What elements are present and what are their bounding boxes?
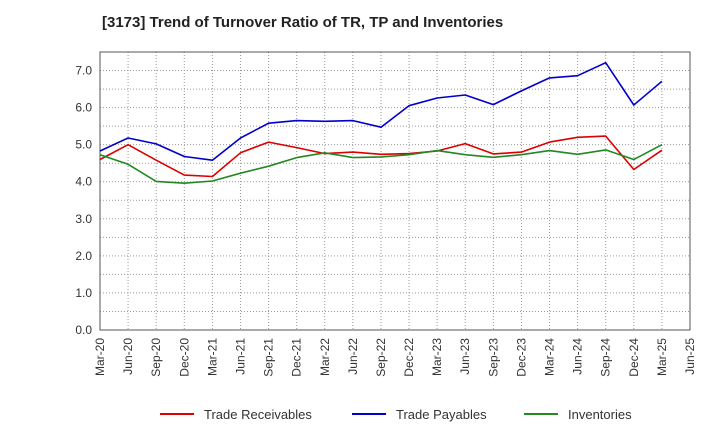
legend-label-inventories: Inventories — [568, 407, 632, 422]
x-tick-label: Sep-24 — [599, 338, 613, 377]
x-tick-label: Sep-22 — [374, 338, 388, 377]
y-tick-label: 4.0 — [75, 175, 92, 189]
x-tick-label: Mar-25 — [655, 338, 669, 376]
x-tick-label: Mar-23 — [430, 338, 444, 376]
x-tick-label: Jun-20 — [121, 338, 135, 375]
x-tick-label: Dec-20 — [177, 338, 191, 377]
axis-layer: 0.0 1.0 2.0 3.0 4.0 5.0 6.0 7.0 Mar-20 Jun-20 Sep-… — [75, 51, 697, 377]
legend: Trade Receivables Trade Payables Inventori… — [160, 407, 632, 422]
x-tick-label: Dec-21 — [290, 338, 304, 377]
x-tick-label: Dec-23 — [514, 338, 528, 377]
x-tick-label: Mar-22 — [318, 338, 332, 376]
x-tick-label: Mar-21 — [205, 338, 219, 376]
x-tick-label: Jun-21 — [233, 338, 247, 375]
grid-layer — [99, 51, 691, 331]
series-line-trade-payables — [99, 61, 663, 161]
y-tick-label: 2.0 — [75, 249, 92, 263]
y-tick-label: 0.0 — [75, 323, 92, 337]
x-tick-label: Sep-20 — [149, 338, 163, 377]
x-tick-label: Sep-23 — [486, 338, 500, 377]
x-tick-label: Jun-24 — [571, 338, 585, 375]
legend-label-trade-receivables: Trade Receivables — [204, 407, 312, 422]
x-tick-label: Mar-24 — [543, 338, 557, 376]
x-tick-label: Jun-22 — [346, 338, 360, 375]
series-line-inventories — [99, 143, 663, 184]
y-tick-label: 1.0 — [75, 286, 92, 300]
plot-frame — [99, 51, 691, 331]
x-tick-label: Dec-24 — [627, 338, 641, 377]
y-tick-label: 5.0 — [75, 138, 92, 152]
x-tick-label: Jun-25 — [683, 338, 697, 375]
legend-label-trade-payables: Trade Payables — [396, 407, 487, 422]
x-tick-label: Sep-21 — [262, 338, 276, 377]
x-tick-label: Mar-20 — [93, 338, 107, 376]
series-layer — [99, 61, 663, 184]
x-tick-label: Dec-22 — [402, 338, 416, 377]
y-tick-label: 3.0 — [75, 212, 92, 226]
x-tick-label: Jun-23 — [458, 338, 472, 375]
series-line-trade-receivables — [99, 135, 663, 178]
y-tick-label: 6.0 — [75, 101, 92, 115]
y-tick-label: 7.0 — [75, 64, 92, 78]
chart-title: [3173] Trend of Turnover Ratio of TR, TP… — [102, 14, 504, 31]
